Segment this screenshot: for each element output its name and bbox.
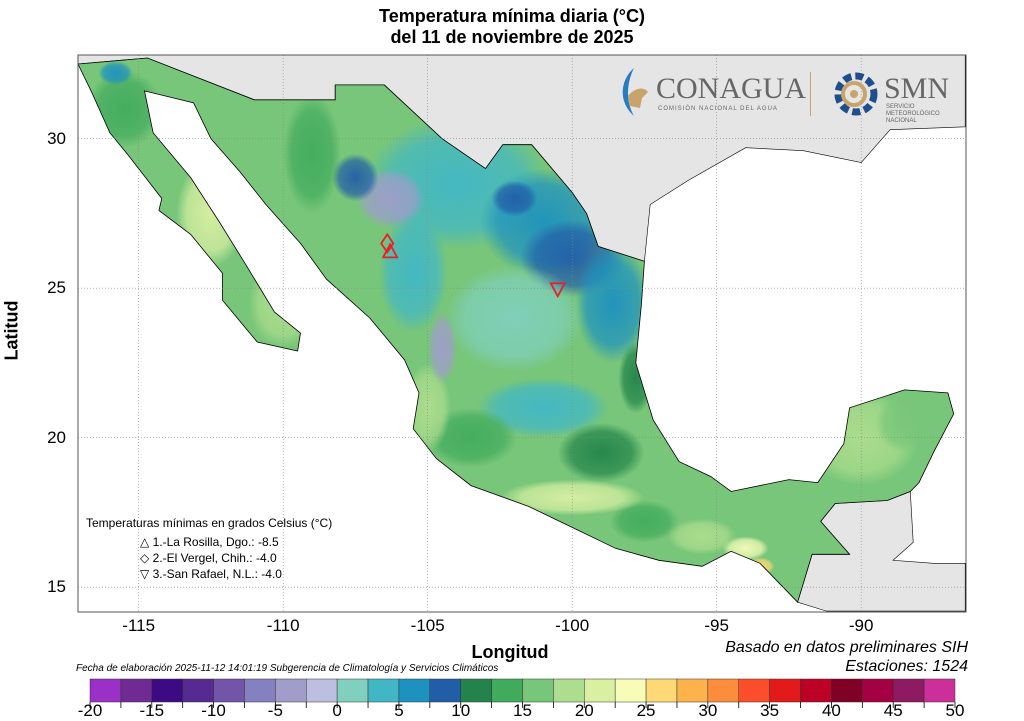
colorbar-tick-label: 20 [574, 701, 594, 720]
colorbar-bin [398, 678, 431, 703]
colorbar-tick-label: 5 [394, 701, 404, 720]
colorbar-bin [738, 678, 770, 703]
colorbar-bin [831, 678, 863, 703]
colorbar-bin [800, 678, 832, 703]
logo-divider [810, 72, 811, 116]
colorbar-bin [676, 678, 709, 703]
colorbar-bin [553, 678, 585, 703]
legend-item-text: 1.-La Rosilla, Dgo.: -8.5 [152, 535, 279, 549]
colorbar-bin [707, 678, 739, 703]
colorbar-tick-label: -5 [267, 701, 283, 720]
colorbar-tick-label: -15 [139, 701, 165, 720]
station-count: Estaciones: 1524 [845, 658, 968, 675]
colorbar-bin [522, 678, 554, 703]
colorbar-bin [336, 678, 369, 703]
colorbar-bin [460, 678, 492, 703]
plot-frame [77, 54, 967, 613]
diamond-icon: ◇ [140, 551, 150, 565]
creation-date-note: Fecha de elaboración 2025-11-12 14:01:19… [76, 663, 499, 674]
colorbar-bin [120, 678, 153, 703]
colorbar-bin [244, 678, 276, 703]
colorbar-bin [862, 678, 894, 703]
smn-logo-icon [834, 72, 878, 116]
colorbar-bin [151, 678, 183, 703]
mexico-temperature-field [78, 58, 954, 603]
x-tick-label: -105 [410, 616, 445, 635]
legend-item-text: 2.-El Vergel, Chih.: -4.0 [152, 551, 277, 565]
colorbar-tick-label: 50 [945, 701, 965, 720]
colorbar-tick-label: 15 [513, 701, 532, 720]
grid [78, 55, 966, 612]
colorbar-bin [614, 678, 647, 703]
colorbar-bin [367, 678, 400, 703]
legend-item-text: 3.-San Rafael, N.L.: -4.0 [152, 567, 282, 581]
x-tick-label: -115 [122, 616, 156, 635]
x-tick-label: -95 [704, 616, 729, 635]
colorbar-tick-label: 40 [821, 701, 841, 720]
data-source-note: Basado en datos preliminares SIH [725, 639, 968, 656]
colorbar-bin [491, 678, 523, 703]
colorbar-tick-label: 35 [760, 701, 780, 720]
map-title: Temperatura mínima diaria (°C) del 11 de… [0, 6, 1024, 48]
title-line-1: Temperatura mínima diaria (°C) [379, 6, 645, 26]
colorbar-bin [275, 678, 307, 703]
y-tick-label: 20 [47, 427, 66, 447]
smn-subtitle: SERVICIO METEOROLÓGICO NACIONAL [886, 104, 940, 124]
colorbar-bin [429, 678, 461, 703]
y-tick-label: 15 [47, 577, 66, 597]
x-axis-label: Longitud [471, 642, 549, 662]
y-tick-label: 30 [47, 128, 66, 148]
colorbar-tick-label: 0 [332, 701, 342, 720]
colorbar-bin [306, 678, 338, 703]
x-tick-label: -100 [555, 616, 590, 635]
mexico-outline [77, 57, 955, 603]
legend-item: ▽ 3.-San Rafael, N.L.: -4.0 [140, 566, 332, 582]
x-tick-label: -110 [266, 616, 300, 635]
y-tick-label: 25 [47, 278, 66, 298]
colorbar-tick-label: 10 [451, 701, 471, 720]
colorbar-tick-label: 45 [883, 701, 903, 720]
conagua-wordmark: CONAGUA [656, 72, 806, 105]
title-line-2: del 11 de noviembre de 2025 [390, 27, 634, 47]
legend-item: △ 1.-La Rosilla, Dgo.: -8.5 [140, 534, 332, 550]
smn-wordmark: SMN [884, 72, 950, 105]
conagua-subtitle: COMISIÓN NACIONAL DEL AGUA [658, 106, 778, 112]
colorbar-bin [584, 678, 616, 703]
conagua-logo-icon [622, 68, 648, 116]
colorbar-bin [213, 678, 245, 703]
legend-item: ◇ 2.-El Vergel, Chih.: -4.0 [140, 550, 332, 566]
x-tick-label: -90 [848, 616, 874, 635]
station-marker-el-vergel [380, 232, 395, 254]
logos: CONAGUA COMISIÓN NACIONAL DEL AGUA SMN S… [612, 66, 952, 124]
colorbar-bin [892, 678, 925, 703]
colorbar-bin [182, 678, 214, 703]
colorbar-bin [645, 678, 678, 703]
colorbar-tick-label: 30 [698, 701, 718, 720]
colorbar-bin [89, 678, 122, 703]
triangle-up-icon: △ [140, 535, 150, 549]
triangle-down-icon: ▽ [140, 567, 150, 581]
legend-heading: Temperaturas mínimas en grados Celsius (… [86, 516, 333, 530]
station-marker-san-rafael [549, 282, 567, 299]
station-marker-la-rosilla [381, 242, 399, 259]
colorbar-tick-label: 25 [636, 701, 656, 720]
y-axis-label: Latitud [1, 300, 22, 361]
colorbar [89, 678, 956, 708]
colorbar-tick-label: -20 [77, 701, 103, 720]
colorbar-tick-label: -10 [201, 701, 226, 720]
colorbar-bin [769, 678, 801, 703]
colorbar-bin [923, 678, 956, 703]
station-legend: Temperaturas mínimas en grados Celsius (… [86, 516, 332, 582]
